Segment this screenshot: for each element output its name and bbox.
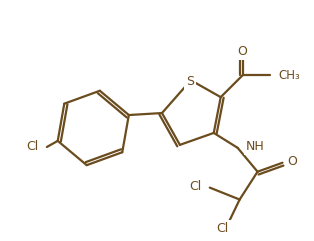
Text: CH₃: CH₃ — [279, 69, 300, 82]
Text: O: O — [238, 45, 247, 58]
Text: Cl: Cl — [27, 141, 39, 154]
Text: Cl: Cl — [190, 180, 202, 193]
Text: S: S — [186, 75, 194, 88]
Text: O: O — [287, 155, 297, 168]
Text: Cl: Cl — [217, 222, 229, 235]
Text: NH: NH — [246, 140, 264, 153]
